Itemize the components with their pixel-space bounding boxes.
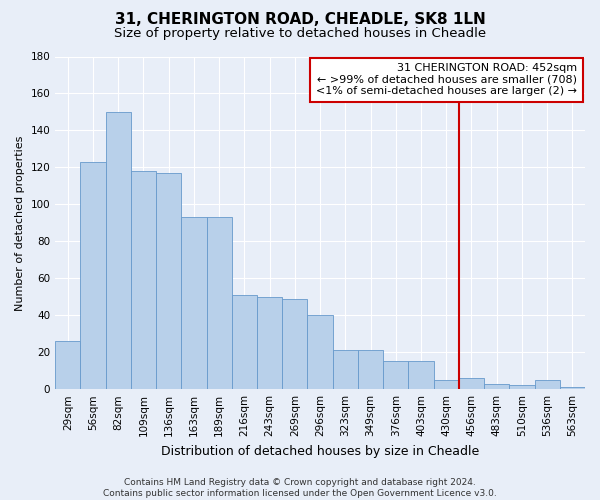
Text: Contains HM Land Registry data © Crown copyright and database right 2024.
Contai: Contains HM Land Registry data © Crown c… xyxy=(103,478,497,498)
Bar xyxy=(156,173,181,389)
X-axis label: Distribution of detached houses by size in Cheadle: Distribution of detached houses by size … xyxy=(161,444,479,458)
Bar xyxy=(206,218,232,389)
Bar xyxy=(434,380,459,389)
Y-axis label: Number of detached properties: Number of detached properties xyxy=(15,135,25,310)
Bar xyxy=(332,350,358,389)
Bar xyxy=(55,341,80,389)
Text: 31, CHERINGTON ROAD, CHEADLE, SK8 1LN: 31, CHERINGTON ROAD, CHEADLE, SK8 1LN xyxy=(115,12,485,28)
Text: 31 CHERINGTON ROAD: 452sqm
← >99% of detached houses are smaller (708)
<1% of se: 31 CHERINGTON ROAD: 452sqm ← >99% of det… xyxy=(316,63,577,96)
Bar xyxy=(509,386,535,389)
Bar xyxy=(131,171,156,389)
Bar xyxy=(181,218,206,389)
Bar xyxy=(383,362,409,389)
Bar xyxy=(560,388,585,389)
Bar xyxy=(535,380,560,389)
Bar xyxy=(282,298,307,389)
Bar xyxy=(409,362,434,389)
Bar xyxy=(459,378,484,389)
Bar xyxy=(484,384,509,389)
Bar xyxy=(232,295,257,389)
Bar xyxy=(106,112,131,389)
Text: Size of property relative to detached houses in Cheadle: Size of property relative to detached ho… xyxy=(114,28,486,40)
Bar xyxy=(307,316,332,389)
Bar xyxy=(358,350,383,389)
Bar xyxy=(80,162,106,389)
Bar xyxy=(257,297,282,389)
